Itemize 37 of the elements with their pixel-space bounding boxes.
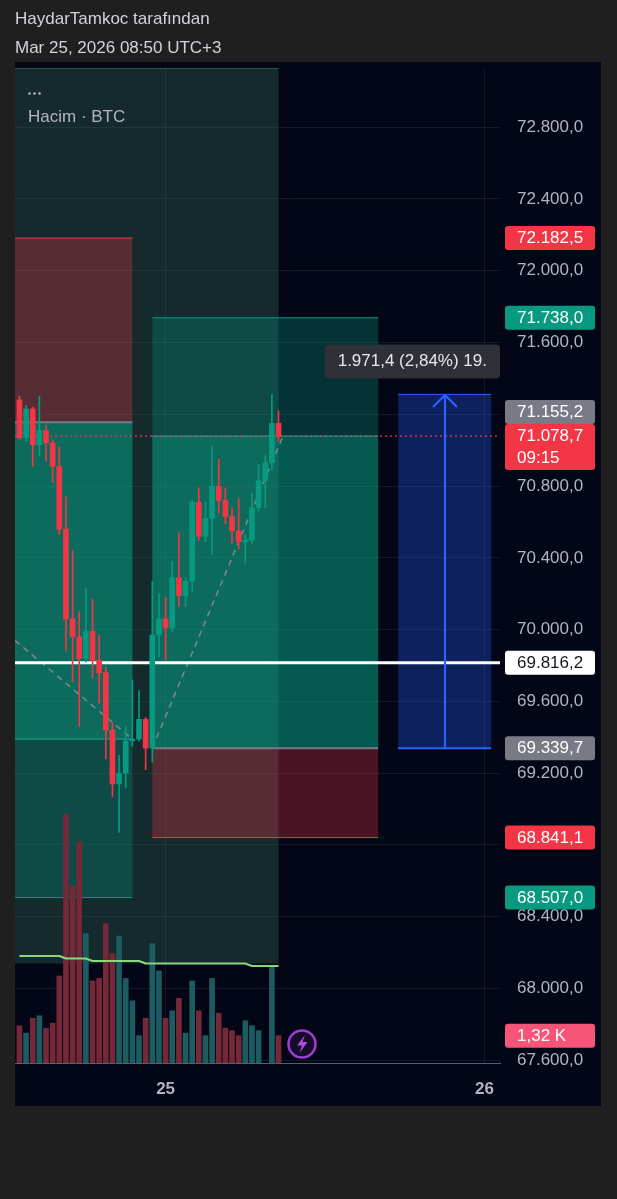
bar xyxy=(195,1010,202,1063)
ref-line-label: 69.816,2 xyxy=(517,652,584,672)
y-tick-label: 68.400,0 xyxy=(517,906,584,926)
text: 69.339,7 xyxy=(517,738,584,758)
bar xyxy=(269,965,275,1063)
y-tick-label: 69.600,0 xyxy=(517,691,584,711)
y-tick-label: 70.400,0 xyxy=(517,547,584,567)
y-tick-label: 72.800,0 xyxy=(517,116,584,136)
text: 68.841,1 xyxy=(517,827,584,847)
text: 71.738,0 xyxy=(517,307,584,327)
text: 71.155,2 xyxy=(517,402,584,422)
chart-title: HaydarTamkoc tarafından xyxy=(15,8,210,29)
text: 1,32 K xyxy=(517,1025,567,1045)
ref-line-label: 71.078,7 09:15 xyxy=(517,426,584,468)
text: 68.507,0 xyxy=(517,887,584,907)
bar xyxy=(176,998,182,1063)
x-tick-label: 26 xyxy=(475,1078,494,1098)
y-tick-label: 69.200,0 xyxy=(517,762,584,782)
y-tick-label: 70.000,0 xyxy=(517,619,584,639)
bar xyxy=(169,1010,176,1063)
chart-subtitle: Mar 25, 2026 08:50 UTC+3 xyxy=(15,37,222,58)
y-tick-label: 71.600,0 xyxy=(517,332,584,352)
y-tick-label: 67.600,0 xyxy=(517,1050,584,1069)
bar xyxy=(29,1017,36,1063)
annotation: Hacim · BTC xyxy=(28,106,126,126)
y-tick-label: 68.000,0 xyxy=(517,978,584,998)
y-tick-label: 72.400,0 xyxy=(517,188,584,208)
x-tick-label: 25 xyxy=(156,1078,176,1098)
candlestick xyxy=(156,593,162,657)
candlestick xyxy=(176,532,182,607)
y-tick-label: 70.800,0 xyxy=(517,475,584,495)
candlestick xyxy=(235,498,242,550)
y-tick-label: 72.000,0 xyxy=(517,260,584,280)
annotation: 1.971,4 (2,84%) 19. xyxy=(337,351,488,371)
bar xyxy=(83,933,89,1063)
bar xyxy=(23,1032,29,1063)
text: 72.182,5 xyxy=(517,228,584,248)
